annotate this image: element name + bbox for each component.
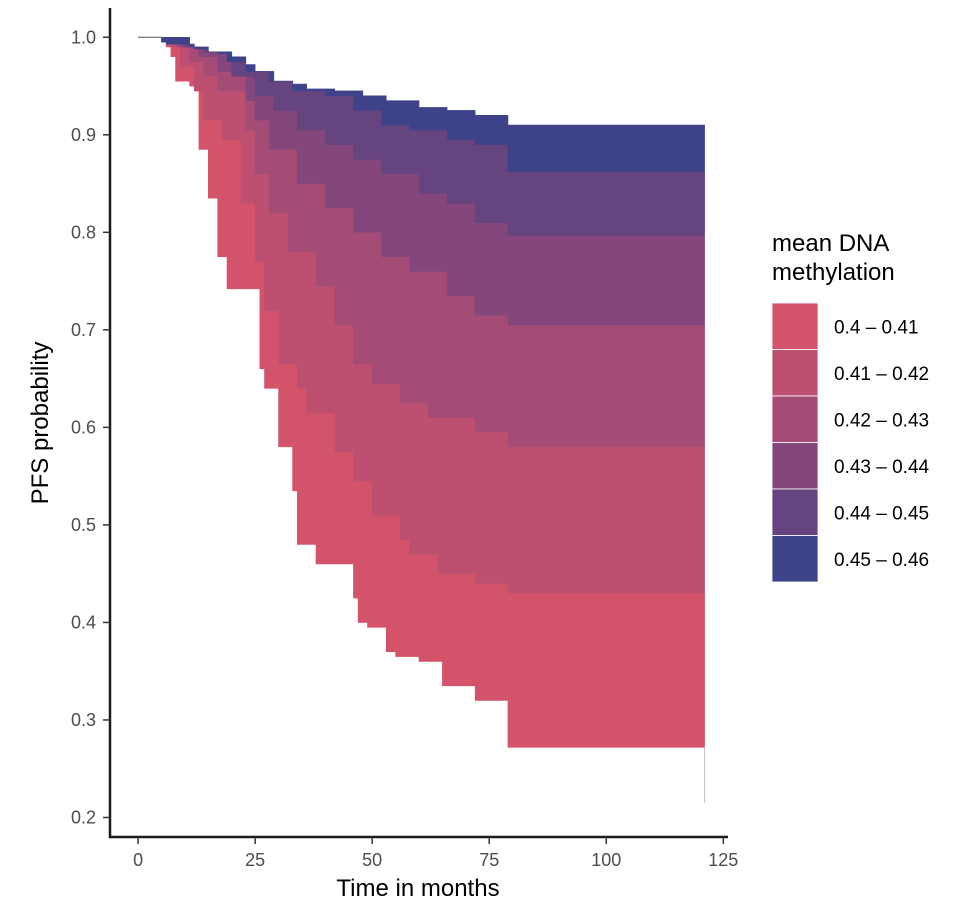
legend-label-2: 0.41 – 0.42 (834, 364, 929, 385)
legend-label-5: 0.44 – 0.45 (834, 503, 929, 524)
y-axis-title: PFS probability (27, 342, 54, 505)
legend-key-5 (771, 488, 819, 536)
legend-key-3 (771, 395, 819, 443)
band-6 (138, 36, 705, 173)
legend-key-1 (771, 302, 819, 350)
y-ticks: 0.2 0.3 0.4 0.5 0.6 0.7 0.8 0.9 1.0 (71, 27, 110, 827)
legend-title-line-2: methylation (772, 259, 895, 286)
y-tick-label: 0.7 (71, 320, 96, 340)
legend-title-line-1: mean DNA (772, 230, 889, 257)
legend-label-3: 0.42 – 0.43 (834, 410, 929, 431)
x-axis-title: Time in months (336, 875, 499, 902)
y-tick-label: 0.8 (71, 222, 96, 242)
x-tick-label: 0 (133, 850, 143, 870)
x-tick-label: 100 (591, 850, 621, 870)
y-tick-label: 1.0 (71, 27, 96, 47)
legend-key-4 (771, 442, 819, 490)
legend-label-1: 0.4 – 0.41 (834, 317, 919, 338)
y-tick-label: 0.2 (71, 807, 96, 827)
legend-items: 0.4 – 0.41 0.41 – 0.42 0.42 – 0.43 0.43 – 0… (771, 302, 930, 583)
y-tick-label: 0.5 (71, 515, 96, 535)
x-tick-label: 25 (245, 850, 265, 870)
x-ticks: 0 25 50 75 100 125 (133, 837, 738, 870)
y-tick-label: 0.4 (71, 612, 96, 632)
y-tick-label: 0.6 (71, 417, 96, 437)
bands-layer (138, 36, 706, 803)
x-tick-label: 75 (479, 850, 499, 870)
x-tick-label: 50 (362, 850, 382, 870)
y-tick-label: 0.3 (71, 710, 96, 730)
axes-layer: 0 25 50 75 100 125 0.2 0.3 0.4 0.5 0.6 0.7 0.8 0.9 1.… (71, 8, 738, 870)
legend-label-4: 0.43 – 0.44 (834, 457, 930, 478)
y-tick-label: 0.9 (71, 125, 96, 145)
legend-key-2 (771, 349, 819, 397)
legend-key-6 (771, 535, 819, 583)
x-tick-label: 125 (708, 850, 738, 870)
legend: mean DNA methylation 0.4 – 0.41 0.41 – 0.… (771, 230, 930, 583)
legend-label-6: 0.45 – 0.46 (834, 550, 929, 571)
